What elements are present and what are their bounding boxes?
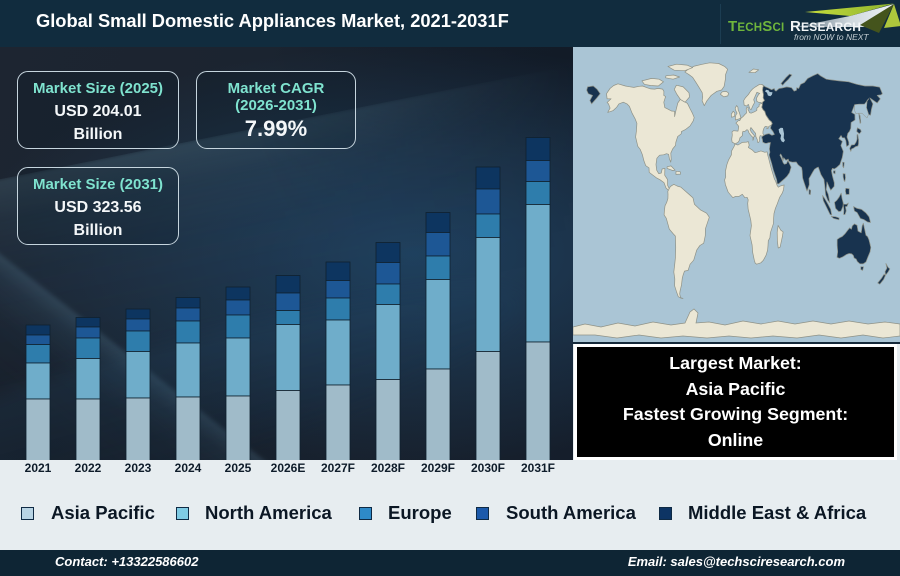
svg-text:from NOW to NEXT: from NOW to NEXT [794,32,869,42]
svg-text:RESEARCH: RESEARCH [790,18,861,35]
svg-text:TECHSCI: TECHSCI [728,18,784,35]
